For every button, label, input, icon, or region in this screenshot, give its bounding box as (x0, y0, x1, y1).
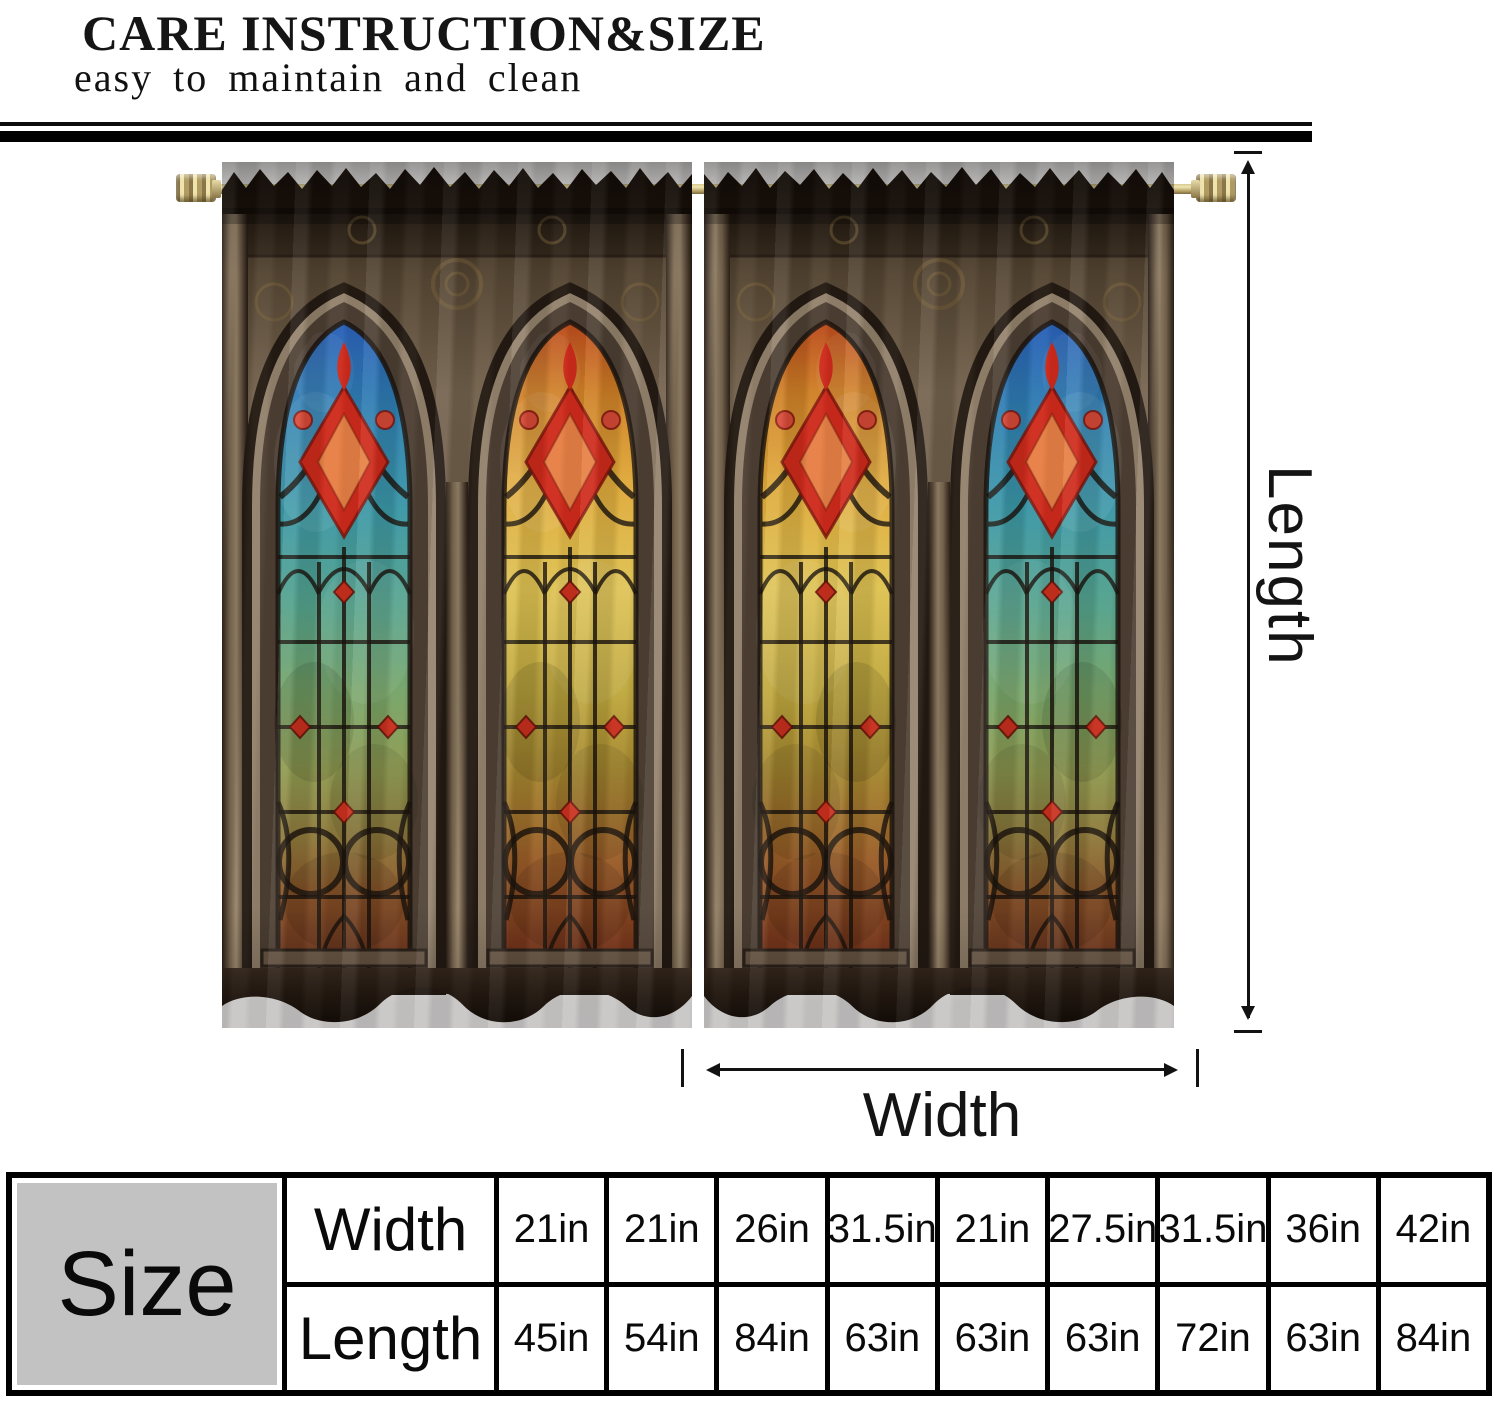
length-value-cell: 63in (1050, 1286, 1156, 1390)
length-arrowhead-up (1241, 160, 1255, 174)
separator-line-thick (0, 131, 1312, 142)
length-value-cell: 84in (719, 1286, 825, 1390)
width-value-cell: 36in (1270, 1178, 1376, 1282)
separator-line-thin (0, 122, 1312, 126)
width-value-cell: 21in (939, 1178, 1046, 1282)
width-value-cell: 27.5in (1050, 1178, 1156, 1282)
length-value-cell: 63in (829, 1286, 935, 1390)
row-label-width: Width (287, 1178, 494, 1282)
width-arrow-line (714, 1068, 1170, 1071)
length-label: Length (1255, 465, 1324, 667)
width-value-cell: 31.5in (1160, 1178, 1266, 1282)
width-value-cell: 42in (1380, 1178, 1486, 1282)
width-value-cell: 31.5in (829, 1178, 935, 1282)
rod-finial-left (176, 174, 216, 202)
width-label: Width (862, 1081, 1022, 1150)
curtain-panel-right (704, 162, 1174, 1042)
rod-neck-left (212, 180, 221, 198)
length-value-cell: 84in (1380, 1286, 1486, 1390)
width-value-cell: 26in (719, 1178, 825, 1282)
page-title: CARE INSTRUCTION&SIZE (82, 5, 766, 61)
page-subtitle: easy to maintain and clean (74, 55, 583, 100)
width-arrowhead-right (1164, 1062, 1178, 1077)
length-value-cell: 54in (609, 1286, 715, 1390)
width-tick-left (681, 1049, 684, 1087)
width-tick-right (1196, 1049, 1199, 1087)
length-tick-bottom (1234, 1030, 1262, 1033)
length-value-cell: 45in (499, 1286, 605, 1390)
size-table: Size Width 21in 21in 26in 31.5in 21in 27… (6, 1172, 1492, 1396)
length-arrowhead-down (1241, 1006, 1255, 1020)
rod-finial-right (1196, 174, 1236, 202)
width-arrowhead-left (706, 1062, 720, 1077)
width-value-cell: 21in (609, 1178, 715, 1282)
length-value-cell: 63in (1270, 1286, 1376, 1390)
curtain-panel-right-art (704, 162, 1174, 1042)
curtain-panel-left-art (222, 162, 692, 1042)
length-arrow-line (1247, 170, 1250, 1018)
row-label-length: Length (287, 1286, 494, 1390)
width-value-cell: 21in (499, 1178, 605, 1282)
length-value-cell: 63in (939, 1286, 1046, 1390)
length-tick-top (1234, 151, 1262, 154)
size-corner-label: Size (17, 1183, 277, 1385)
size-corner-cell: Size (12, 1178, 282, 1390)
rod-neck-right (1191, 180, 1200, 198)
curtain-panel-left (222, 162, 692, 1042)
length-value-cell: 72in (1160, 1286, 1266, 1390)
